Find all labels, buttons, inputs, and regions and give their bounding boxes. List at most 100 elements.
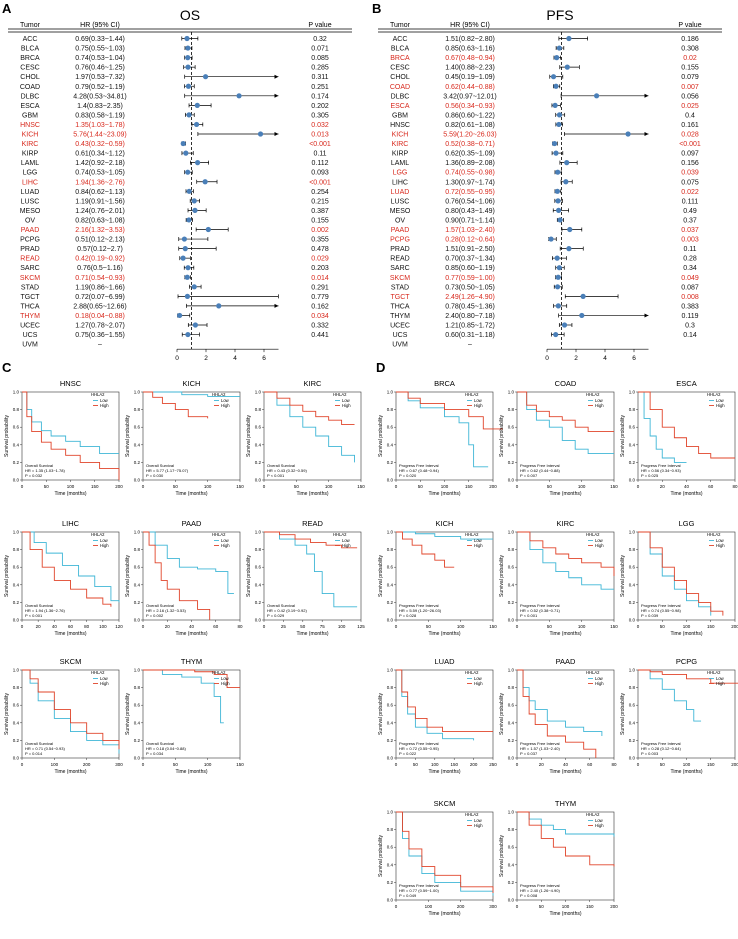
km-title: PAAD xyxy=(556,657,576,666)
km-title: PCPG xyxy=(676,657,697,666)
hr-ci-value: 0.28(0.12~0.64) xyxy=(445,237,495,244)
legend-high: High xyxy=(100,543,109,548)
km-x-label: Time (months) xyxy=(670,631,702,637)
hr-point xyxy=(556,45,562,51)
hr-ci-value: 1.57(1.03~2.40) xyxy=(445,227,495,234)
tumor-label: KIRP xyxy=(392,151,409,158)
p-value: 0.032 xyxy=(311,122,329,129)
km-x-label: Time (months) xyxy=(175,631,207,637)
hr-point xyxy=(567,226,573,233)
km-curve-low xyxy=(396,811,494,896)
hr-point xyxy=(554,55,560,61)
hr-ci-value: 0.52(0.38~0.71) xyxy=(445,141,495,148)
y-tick-label: 1.0 xyxy=(508,810,515,815)
km-p-text: P = 0.034 xyxy=(146,751,164,756)
p-value: 0.007 xyxy=(681,84,699,91)
km-curve-low xyxy=(264,531,358,608)
tumor-label: OV xyxy=(395,217,405,224)
y-tick-label: 0.6 xyxy=(13,425,20,430)
x-tick-label: 75 xyxy=(320,624,326,629)
km-y-label: Survival probability xyxy=(499,693,505,735)
km-stat-type: Overall Survival xyxy=(25,463,53,468)
x-tick-label: 50 xyxy=(660,762,666,767)
hr-point xyxy=(553,150,559,156)
legend-low: Low xyxy=(342,538,351,543)
km-hr-text: HR = 5.77 (1.17~75.07) xyxy=(146,468,189,473)
hr-point xyxy=(185,64,191,70)
hr-ci-value: 1.35(1.03~1.78) xyxy=(75,122,125,129)
km-stat-type: Overall Survival xyxy=(25,741,53,746)
hr-ci-value: – xyxy=(98,342,102,349)
tumor-label: ACC xyxy=(23,36,38,43)
km-curve-high xyxy=(143,669,240,689)
x-tick-label: 80 xyxy=(732,484,738,489)
km-curve-high xyxy=(22,669,120,750)
hr-ci-value: 1.42(0.92~2.18) xyxy=(75,160,125,167)
legend-low: Low xyxy=(595,538,604,543)
km-hr-text: HR = 0.52 (0.38~0.71) xyxy=(520,608,560,613)
p-value: 0.002 xyxy=(311,227,329,234)
tumor-label: BRCA xyxy=(390,55,410,62)
p-value: 0.155 xyxy=(681,65,699,72)
km-curve-high xyxy=(22,391,120,480)
p-value: 0.155 xyxy=(311,217,329,224)
legend-title: HHLA2 xyxy=(586,812,600,817)
hr-point xyxy=(564,64,570,70)
x-tick-label: 40 xyxy=(563,762,569,767)
km-curve-low xyxy=(517,531,614,590)
x-tick-label: 125 xyxy=(357,624,365,629)
km-p-text: P = 0.037 xyxy=(520,751,538,756)
y-tick-label: 0.6 xyxy=(13,703,20,708)
legend-title: HHLA2 xyxy=(212,392,226,397)
legend-title: HHLA2 xyxy=(707,392,721,397)
km-y-label: Survival probability xyxy=(620,555,626,597)
km-plot-frame xyxy=(21,669,120,759)
hr-ci-value: 0.79(0.52~1.19) xyxy=(75,84,125,91)
legend-title: HHLA2 xyxy=(586,670,600,675)
x-tick-label: 50 xyxy=(413,762,419,767)
x-tick-label: 40 xyxy=(52,624,58,629)
x-tick-label: 100 xyxy=(204,762,212,767)
x-tick-label: 2 xyxy=(204,355,208,362)
tumor-label: UCS xyxy=(23,332,38,339)
tumor-label: KIRP xyxy=(22,151,39,158)
p-value: 0.3 xyxy=(685,323,695,330)
km-x-label: Time (months) xyxy=(428,631,460,637)
x-tick-label: 50 xyxy=(547,624,553,629)
y-tick-label: 1.0 xyxy=(387,530,394,535)
hr-ci-value: 0.75(0.36~1.55) xyxy=(75,332,125,339)
km-curve-high xyxy=(517,811,615,867)
y-tick-label: 0.6 xyxy=(629,425,636,430)
km-y-label: Survival probability xyxy=(246,415,252,457)
x-tick-label: 200 xyxy=(457,904,465,909)
hr-point xyxy=(579,312,585,319)
hr-point xyxy=(185,169,191,175)
km-title: ESCA xyxy=(676,379,696,388)
hr-ci-value: 0.85(0.63~1.16) xyxy=(445,46,495,53)
km-p-text: P = 0.003 xyxy=(641,751,659,756)
hr-ci-value: 1.36(0.89~2.08) xyxy=(445,160,495,167)
km-hr-text: HR = 0.72 (0.55~0.95) xyxy=(399,746,439,751)
tumor-label: GBM xyxy=(22,112,38,119)
hr-point xyxy=(184,35,190,42)
y-tick-label: 0.0 xyxy=(508,756,515,761)
x-tick-label: 100 xyxy=(425,904,433,909)
y-tick-label: 0.2 xyxy=(13,460,20,465)
p-value: 0.022 xyxy=(681,189,699,196)
y-tick-label: 1.0 xyxy=(387,810,394,815)
tumor-label: OV xyxy=(25,217,35,224)
p-value: 0.093 xyxy=(311,170,329,177)
hr-point xyxy=(555,198,561,204)
km-curve-low xyxy=(22,531,120,603)
tumor-label: CHOL xyxy=(20,74,40,81)
y-tick-label: 0.8 xyxy=(134,407,141,412)
y-tick-label: 0.0 xyxy=(508,618,515,623)
hr-ci-value: 0.80(0.43~1.49) xyxy=(445,208,495,215)
ci-arrow xyxy=(274,303,279,308)
tumor-label: SKCM xyxy=(390,275,410,282)
km-title: READ xyxy=(302,519,323,528)
hr-ci-value: 1.4(0.83~2.35) xyxy=(77,103,123,110)
p-value: 0.32 xyxy=(313,36,327,43)
x-tick-label: 40 xyxy=(684,484,690,489)
x-tick-label: 200 xyxy=(489,484,497,489)
